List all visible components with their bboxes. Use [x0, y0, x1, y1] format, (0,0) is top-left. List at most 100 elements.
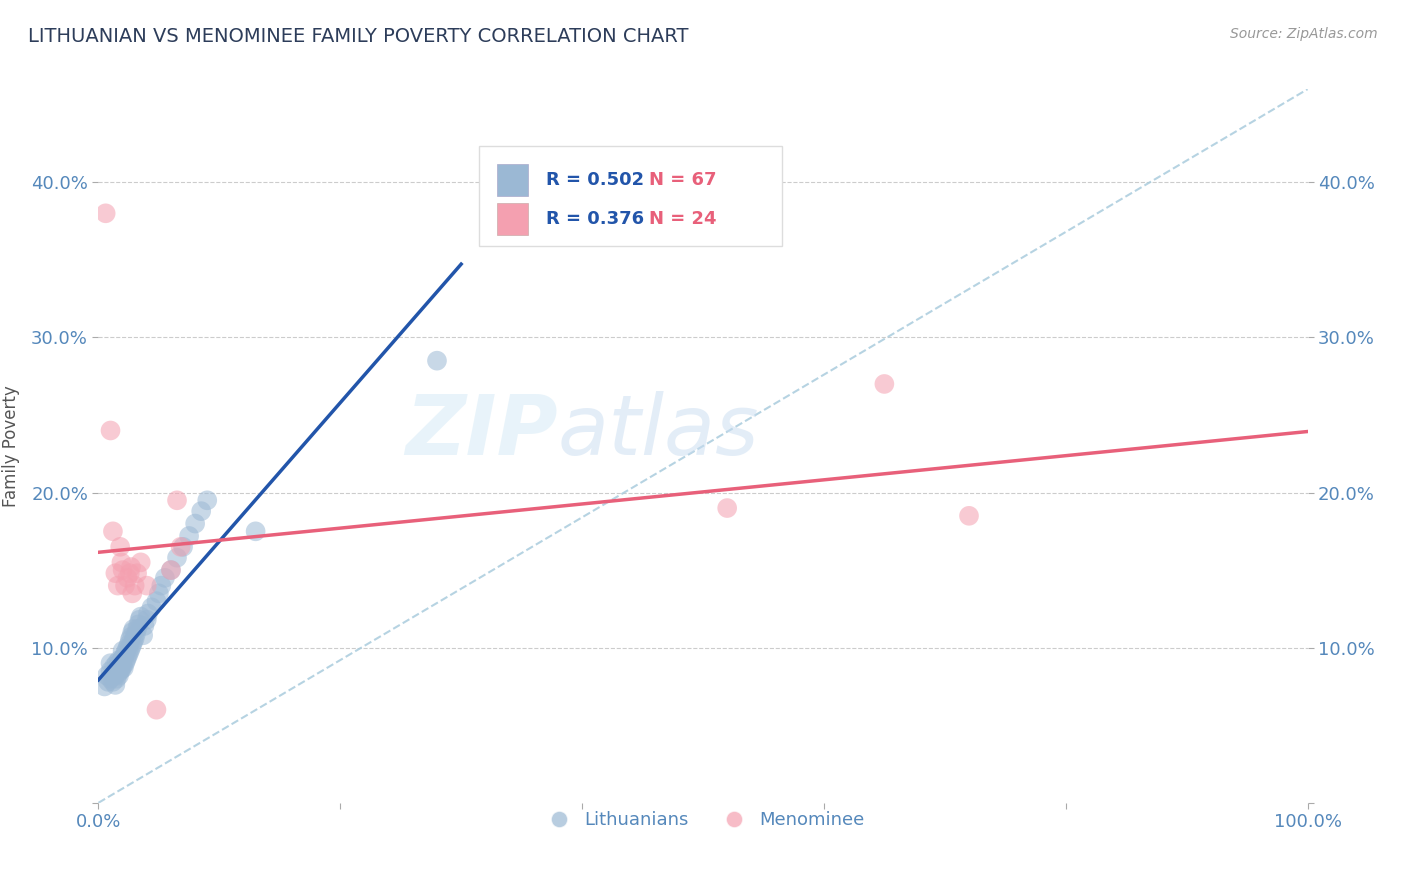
Point: [153, 571, 176, 585]
Point: [93, 680, 115, 694]
Point: [105, 656, 128, 670]
Point: [120, 630, 142, 644]
Text: N = 24: N = 24: [648, 211, 716, 228]
Point: [118, 638, 141, 652]
Point: [118, 632, 141, 647]
Text: Source: ZipAtlas.com: Source: ZipAtlas.com: [1230, 27, 1378, 41]
Point: [107, 667, 129, 681]
Point: [166, 493, 188, 508]
Point: [108, 656, 131, 670]
Point: [108, 653, 131, 667]
Point: [117, 640, 139, 655]
Point: [117, 571, 139, 585]
Point: [179, 529, 201, 543]
FancyBboxPatch shape: [479, 146, 782, 246]
Point: [160, 563, 183, 577]
Point: [118, 644, 141, 658]
Point: [169, 540, 191, 554]
Point: [117, 650, 139, 665]
Point: [134, 619, 156, 633]
Point: [114, 579, 136, 593]
Point: [124, 579, 146, 593]
Point: [128, 613, 150, 627]
Point: [112, 650, 135, 665]
Point: [107, 659, 129, 673]
Point: [190, 504, 212, 518]
Point: [150, 579, 173, 593]
Point: [135, 579, 157, 593]
Point: [96, 668, 118, 682]
Y-axis label: Family Poverty: Family Poverty: [1, 385, 20, 507]
Point: [110, 653, 132, 667]
Point: [122, 622, 145, 636]
Point: [129, 609, 152, 624]
Point: [145, 703, 167, 717]
Point: [245, 524, 267, 539]
Point: [184, 516, 207, 531]
Point: [108, 668, 131, 682]
Point: [120, 560, 142, 574]
Point: [94, 206, 117, 220]
Point: [111, 563, 134, 577]
Point: [127, 617, 149, 632]
Point: [104, 566, 127, 581]
Point: [957, 508, 980, 523]
Point: [127, 566, 149, 581]
Point: [111, 644, 134, 658]
Point: [121, 638, 143, 652]
Text: R = 0.376: R = 0.376: [546, 211, 644, 228]
Point: [148, 586, 170, 600]
Text: LITHUANIAN VS MENOMINEE FAMILY POVERTY CORRELATION CHART: LITHUANIAN VS MENOMINEE FAMILY POVERTY C…: [28, 27, 689, 45]
Text: N = 67: N = 67: [648, 171, 716, 189]
Point: [135, 613, 157, 627]
Point: [118, 566, 141, 581]
Point: [101, 674, 124, 689]
Point: [195, 493, 218, 508]
Point: [115, 644, 138, 658]
Point: [160, 563, 183, 577]
Point: [110, 662, 132, 676]
Point: [97, 674, 120, 689]
Point: [121, 586, 143, 600]
Point: [108, 540, 131, 554]
Point: [118, 647, 141, 661]
Point: [166, 550, 188, 565]
Bar: [498, 164, 527, 196]
Point: [105, 664, 128, 678]
Point: [114, 656, 136, 670]
Point: [111, 659, 134, 673]
Point: [105, 672, 128, 686]
Point: [145, 594, 167, 608]
Point: [873, 376, 896, 391]
Point: [129, 555, 152, 569]
Point: [132, 628, 155, 642]
Point: [104, 678, 127, 692]
Point: [120, 640, 142, 655]
Point: [111, 651, 134, 665]
Point: [107, 579, 129, 593]
Point: [108, 661, 131, 675]
Point: [124, 632, 146, 646]
Point: [112, 661, 135, 675]
Point: [100, 424, 122, 438]
Point: [127, 622, 149, 636]
Point: [114, 647, 136, 661]
Point: [716, 501, 738, 516]
Point: [125, 626, 148, 640]
Point: [121, 625, 143, 640]
Point: [100, 656, 122, 670]
Text: R = 0.502: R = 0.502: [546, 171, 644, 189]
Point: [110, 555, 132, 569]
Point: [101, 524, 124, 539]
Point: [122, 634, 145, 648]
Legend: Lithuanians, Menominee: Lithuanians, Menominee: [534, 805, 872, 837]
Point: [426, 353, 449, 368]
Point: [100, 664, 122, 678]
Point: [115, 653, 138, 667]
Point: [141, 600, 163, 615]
Point: [172, 540, 194, 554]
Point: [103, 668, 125, 682]
Point: [100, 672, 122, 686]
Point: [136, 607, 159, 621]
Text: ZIP: ZIP: [405, 392, 558, 472]
